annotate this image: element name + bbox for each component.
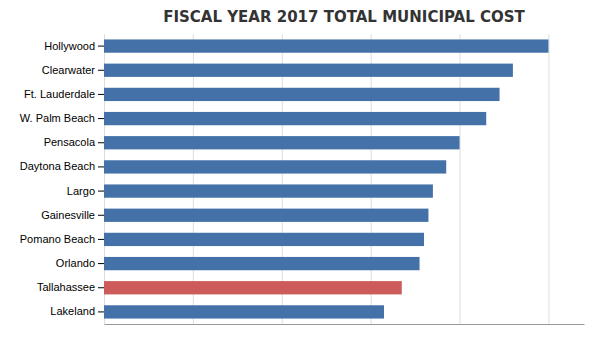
tick-mark [98,46,104,47]
grid-line [460,34,461,324]
y-tick: Daytona Beach [20,160,104,172]
bar [104,305,384,318]
y-tick-label: Clearwater [42,64,96,76]
grid-line [371,34,372,324]
y-tick-label: Gainesville [41,209,95,221]
y-axis: Lakeland Tallahassee Orlando Pomano Beach Ga… [20,40,104,318]
y-tick: Ft. Lauderdale [24,88,104,100]
x-tick [193,34,194,324]
x-axis-line [105,324,585,325]
y-tick-label: Hollywood [44,40,95,52]
x-tick [282,34,283,324]
tick-mark [98,166,104,167]
bar [104,184,433,197]
bar [104,88,500,101]
x-tick [104,34,105,324]
tick-mark [98,118,104,119]
y-tick-label: Lakeland [50,305,95,317]
bar [104,64,513,77]
bar [104,233,424,246]
bar [104,209,428,222]
grid-line [282,34,283,324]
tick-mark [98,287,104,288]
bar [104,112,486,125]
y-tick: Largo [67,185,104,197]
title: FISCAL YEAR 2017 TOTAL MUNICIPAL COST [163,8,525,26]
tick-mark [98,142,104,143]
bar [104,160,446,173]
bar [104,281,402,294]
y-tick-label: W. Palm Beach [20,112,95,124]
y-tick: Pomano Beach [20,233,104,245]
tick-mark [98,263,104,264]
y-tick-label: Orlando [56,257,95,269]
x-tick [460,34,461,324]
y-tick: W. Palm Beach [20,112,104,124]
x-tick [548,34,549,324]
y-tick-label: Daytona Beach [20,160,95,172]
grid-line [104,34,105,324]
tick-mark [98,70,104,71]
chart: Lakeland Tallahassee Orlando Pomano Beach Ga… [0,0,600,338]
tick-mark [98,215,104,216]
y-tick-label: Pomano Beach [20,233,95,245]
plot: Lakeland Tallahassee Orlando Pomano Beach Ga… [20,34,585,325]
y-tick: Tallahassee [37,281,104,293]
y-tick: Gainesville [41,209,104,221]
y-tick: Hollywood [44,40,104,52]
x-tick [371,34,372,324]
tick-mark [98,191,104,192]
y-tick: Clearwater [42,64,104,76]
bar [104,136,460,149]
tick-mark [98,311,104,312]
y-tick-label: Pensacola [44,136,96,148]
y-tick: Pensacola [44,136,104,148]
grid-line [193,34,194,324]
y-tick: Orlando [56,257,104,269]
tick-mark [98,94,104,95]
bar [104,257,420,270]
bars [104,39,548,318]
x-axis [105,34,585,325]
y-tick-label: Largo [67,185,95,197]
y-tick: Lakeland [50,305,104,317]
y-tick-label: Tallahassee [37,281,95,293]
bar [104,39,548,52]
tick-mark [98,239,104,240]
y-tick-label: Ft. Lauderdale [24,88,95,100]
grid-line [548,34,549,324]
